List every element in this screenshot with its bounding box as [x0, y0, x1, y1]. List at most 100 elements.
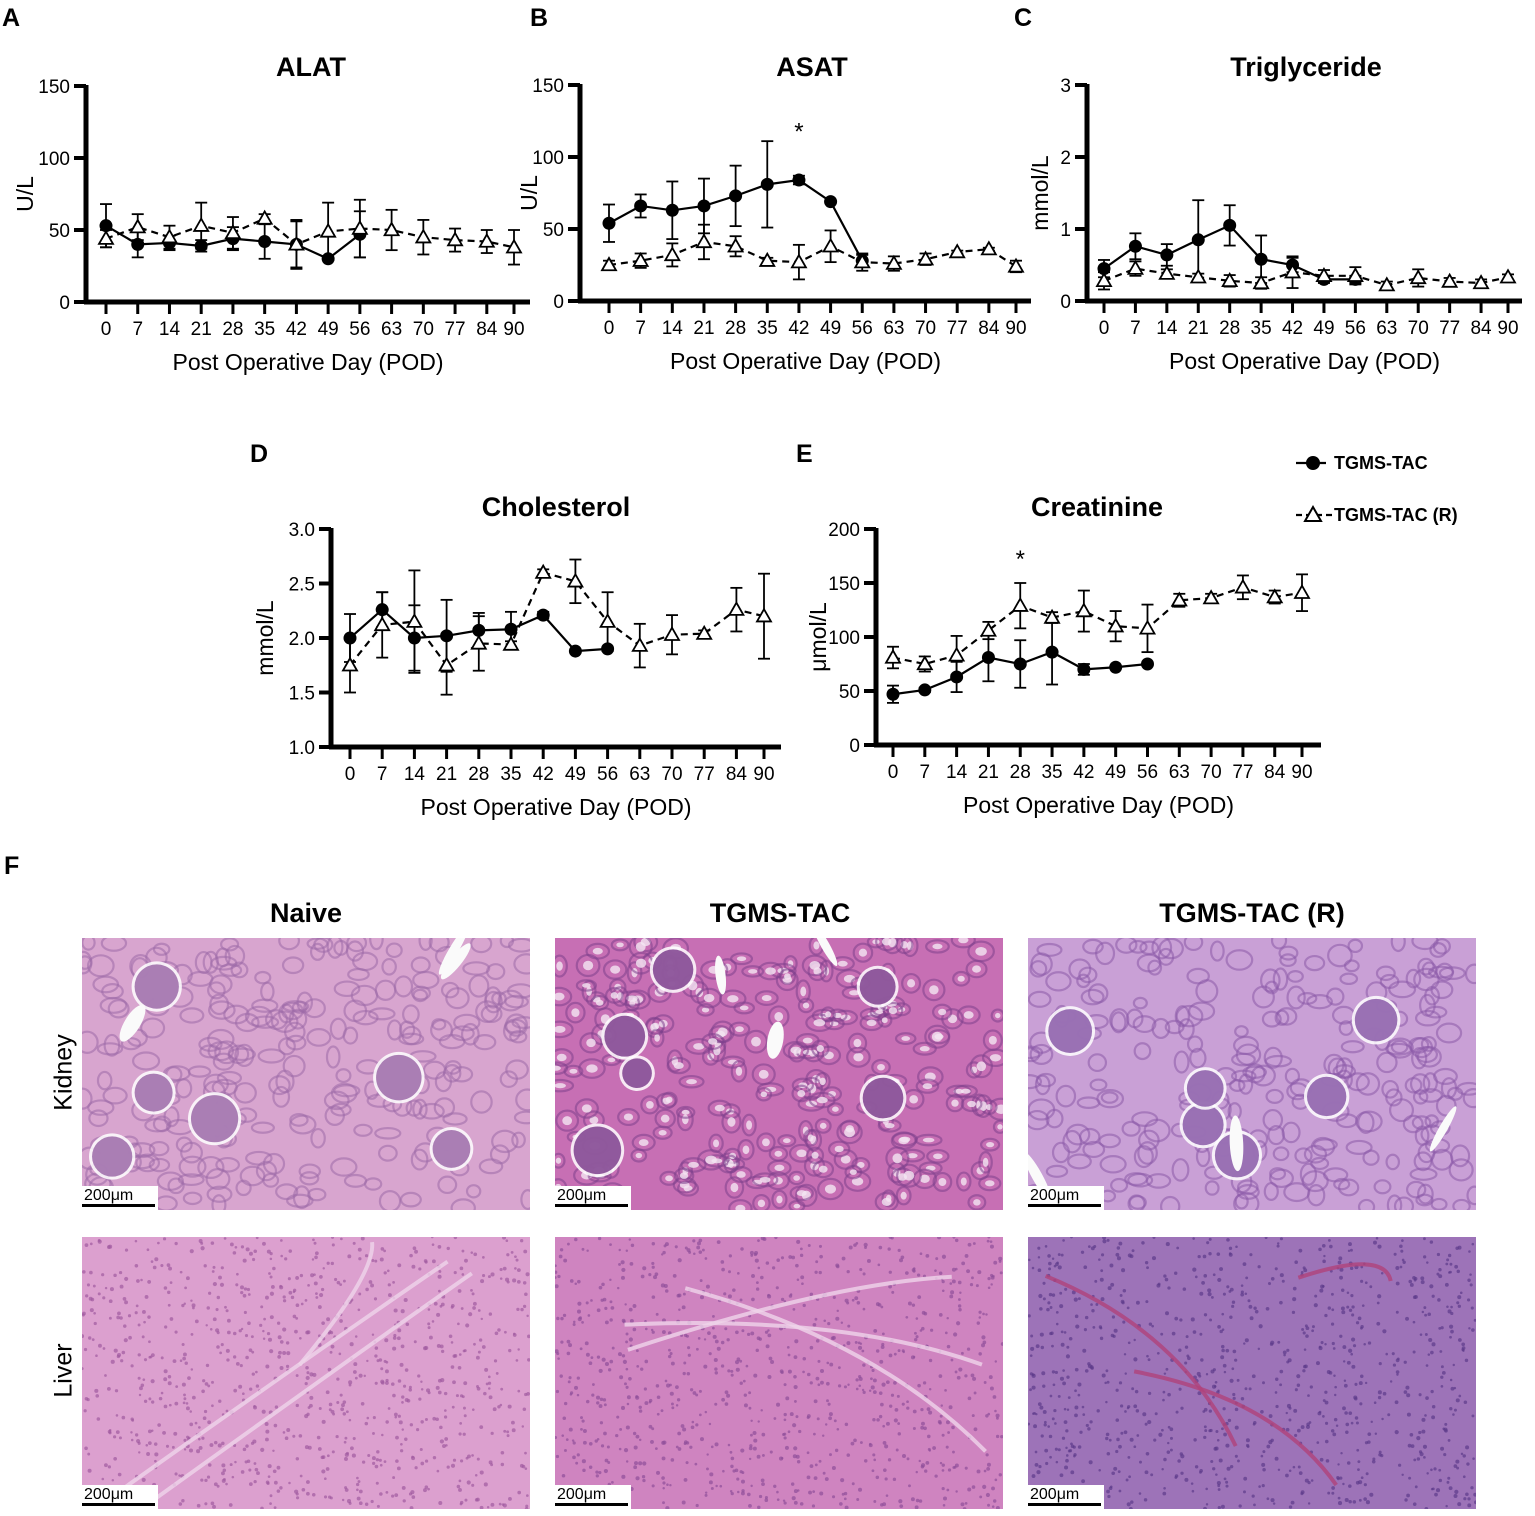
nucleus: [983, 1381, 987, 1384]
nucleus: [1165, 1311, 1169, 1316]
nucleus: [1118, 1444, 1122, 1449]
tubule: [235, 1179, 252, 1197]
nucleus: [937, 1419, 942, 1424]
y-tick-label: 0: [1060, 292, 1071, 313]
nucleus: [564, 1401, 568, 1406]
nucleus: [1031, 1373, 1036, 1378]
scale-bar: 200μm: [1028, 1485, 1104, 1509]
nucleus: [1260, 1409, 1264, 1414]
tubule: [405, 1099, 423, 1117]
nucleus: [183, 1448, 187, 1451]
nucleus: [856, 1497, 860, 1501]
tubule-lumen: [813, 1019, 826, 1027]
nucleus: [497, 1328, 501, 1332]
tubule: [1435, 1022, 1463, 1044]
tubule: [103, 1033, 121, 1057]
nucleus: [949, 1294, 954, 1299]
nucleus: [582, 1468, 586, 1473]
tubule: [659, 1170, 679, 1186]
tubule: [660, 1091, 678, 1108]
nucleus: [880, 1503, 884, 1507]
nucleus: [522, 1304, 527, 1308]
nucleus: [233, 1388, 238, 1393]
nucleus: [582, 1429, 587, 1434]
nucleus: [794, 1399, 797, 1403]
nucleus: [1073, 1297, 1078, 1302]
nucleus: [152, 1265, 157, 1270]
nucleus: [232, 1331, 237, 1336]
nucleus: [632, 1327, 637, 1332]
tubule: [1233, 1035, 1260, 1056]
nucleus: [383, 1359, 387, 1363]
tubule: [723, 1154, 739, 1174]
nucleus: [113, 1435, 117, 1439]
nucleus: [328, 1408, 332, 1412]
nucleus: [459, 1266, 464, 1271]
nucleus: [1113, 1328, 1118, 1333]
nucleus: [1164, 1277, 1169, 1282]
nucleus: [1178, 1387, 1182, 1391]
column-title-tgms-tac: TGMS-TAC: [709, 898, 851, 928]
nucleus: [1395, 1281, 1400, 1286]
nucleus: [814, 1270, 818, 1274]
tubule: [1402, 1114, 1424, 1134]
nucleus: [511, 1420, 515, 1425]
nucleus: [1098, 1469, 1101, 1472]
tubule-lumen: [635, 958, 647, 968]
nucleus: [1423, 1306, 1427, 1309]
nucleus: [235, 1283, 239, 1287]
nucleus: [955, 1267, 958, 1271]
nucleus: [1410, 1444, 1415, 1449]
nucleus: [1134, 1389, 1139, 1394]
nucleus: [835, 1316, 840, 1321]
nucleus: [1048, 1292, 1053, 1297]
nucleus: [101, 1273, 105, 1277]
nucleus: [1240, 1290, 1244, 1294]
nucleus: [695, 1347, 699, 1351]
nucleus: [424, 1417, 428, 1421]
nucleus: [385, 1490, 389, 1494]
tubule-lumen: [866, 1019, 877, 1027]
nucleus: [1344, 1411, 1348, 1415]
y-tick-label: 100: [532, 148, 564, 169]
nucleus: [656, 1412, 660, 1416]
nucleus: [191, 1303, 196, 1308]
nucleus: [1305, 1326, 1310, 1331]
nucleus: [194, 1421, 198, 1425]
nucleus: [1380, 1272, 1384, 1275]
nucleus: [502, 1266, 507, 1271]
data-point-triangle: [224, 224, 242, 240]
nucleus: [336, 1280, 341, 1285]
nucleus: [154, 1459, 157, 1463]
nucleus: [576, 1376, 580, 1380]
nucleus: [572, 1323, 576, 1327]
nucleus: [234, 1460, 237, 1464]
nucleus: [1324, 1439, 1329, 1444]
nucleus: [962, 1507, 967, 1509]
nucleus: [464, 1498, 468, 1502]
nucleus: [453, 1354, 458, 1358]
nucleus: [1343, 1379, 1347, 1382]
nucleus: [445, 1444, 448, 1447]
nucleus: [582, 1440, 587, 1445]
nucleus: [1430, 1350, 1434, 1355]
tubule: [310, 1127, 326, 1149]
tubule-lumen: [922, 1083, 933, 1090]
tubule-lumen: [582, 960, 594, 971]
tubule: [826, 1102, 844, 1117]
nucleus: [609, 1243, 612, 1247]
nucleus: [992, 1499, 997, 1503]
nucleus: [893, 1381, 897, 1385]
nucleus: [872, 1390, 877, 1395]
nucleus: [367, 1454, 371, 1458]
tubule: [381, 957, 397, 976]
nucleus: [417, 1374, 421, 1378]
nucleus: [862, 1363, 866, 1367]
nucleus: [1452, 1413, 1455, 1416]
nucleus: [184, 1286, 187, 1290]
nucleus: [561, 1434, 565, 1437]
nucleus: [1095, 1303, 1099, 1306]
nucleus: [822, 1471, 826, 1475]
nucleus: [480, 1317, 484, 1321]
nucleus: [1326, 1370, 1331, 1374]
